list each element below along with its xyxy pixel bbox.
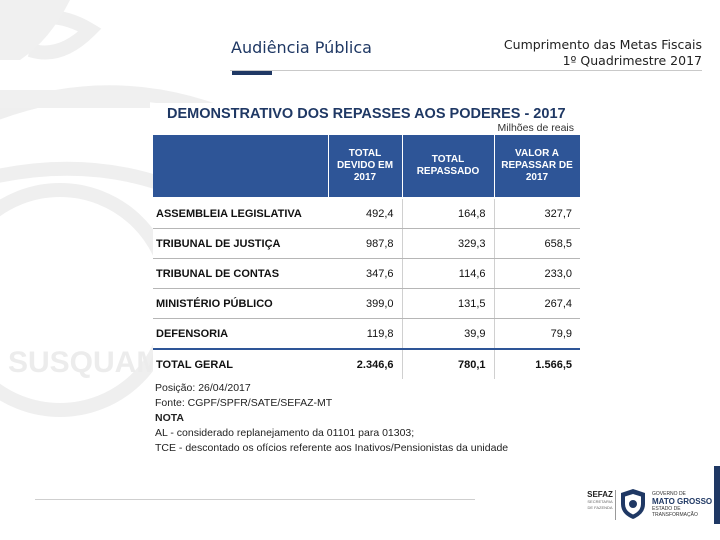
table-row: TRIBUNAL DE JUSTIÇA 987,8 329,3 658,5 xyxy=(153,228,580,259)
cell-total-due: 492,4 xyxy=(328,198,402,229)
title-accent-bar xyxy=(232,71,272,75)
gov-state-name: MATO GROSSO xyxy=(652,497,713,506)
table-row: DEFENSORIA 119,8 39,9 79,9 xyxy=(153,318,580,350)
position-date: Posição: 26/04/2017 xyxy=(155,382,251,394)
column-header-total-due: TOTAL DEVIDO EM 2017 xyxy=(328,135,403,199)
gov-slogan: ESTADO DE TRANSFORMAÇÃO xyxy=(652,506,698,518)
sefaz-logo: SEFAZ SECRETARIA DE FAZENDA xyxy=(585,490,615,511)
table-header-row: TOTAL DEVIDO EM 2017 TOTAL REPASSADO VAL… xyxy=(153,135,580,199)
note-heading: NOTA xyxy=(155,412,184,424)
transfers-table: TOTAL DEVIDO EM 2017 TOTAL REPASSADO VAL… xyxy=(153,135,580,379)
cell-transferred: 164,8 xyxy=(401,198,494,229)
total-to-transfer: 1.566,5 xyxy=(493,348,580,379)
row-label: ASSEMBLEIA LEGISLATIVA xyxy=(153,198,328,229)
column-header-to-transfer: VALOR A REPASSAR DE 2017 xyxy=(494,135,580,199)
edge-accent-bar xyxy=(714,466,720,524)
cell-to-transfer: 233,0 xyxy=(493,258,580,289)
cell-transferred: 39,9 xyxy=(401,318,494,350)
cell-total-due: 119,8 xyxy=(328,318,402,350)
slide-title: Audiência Pública xyxy=(231,38,372,57)
cell-total-due: 399,0 xyxy=(328,288,402,319)
cell-transferred: 114,6 xyxy=(401,258,494,289)
table-row: ASSEMBLEIA LEGISLATIVA 492,4 164,8 327,7 xyxy=(153,198,580,229)
cell-transferred: 329,3 xyxy=(401,228,494,259)
column-header-transferred: TOTAL REPASSADO xyxy=(402,135,495,199)
units-label: Milhões de reais xyxy=(497,122,574,134)
total-row: TOTAL GERAL 2.346,6 780,1 1.566,5 xyxy=(153,348,580,379)
cell-to-transfer: 267,4 xyxy=(493,288,580,319)
cell-total-due: 347,6 xyxy=(328,258,402,289)
column-header-entity xyxy=(153,135,329,199)
row-label: TRIBUNAL DE CONTAS xyxy=(153,258,328,289)
report-title: DEMONSTRATIVO DOS REPASSES AOS PODERES -… xyxy=(167,106,566,122)
footer-logo-divider xyxy=(615,490,616,520)
note-tce: TCE - descontado os ofícios referente ao… xyxy=(155,442,509,452)
cell-to-transfer: 658,5 xyxy=(493,228,580,259)
title-divider xyxy=(230,70,702,71)
header-subject: Cumprimento das Metas Fiscais xyxy=(503,37,702,52)
row-label: MINISTÉRIO PÚBLICO xyxy=(153,288,328,319)
table-row: MINISTÉRIO PÚBLICO 399,0 131,5 267,4 xyxy=(153,288,580,319)
footer-divider xyxy=(35,499,475,500)
source-line: Fonte: CGPF/SPFR/SATE/SEFAZ-MT xyxy=(155,397,333,409)
total-due: 2.346,6 xyxy=(328,348,402,379)
note-al: AL - considerado replanejamento da 01101… xyxy=(155,427,415,439)
cell-total-due: 987,8 xyxy=(328,228,402,259)
cell-to-transfer: 327,7 xyxy=(493,198,580,229)
report-notes: Posição: 26/04/2017 Fonte: CGPF/SPFR/SAT… xyxy=(155,381,508,452)
slide-header: Cumprimento das Metas Fiscais 1º Quadrim… xyxy=(504,37,702,69)
row-label: TRIBUNAL DE JUSTIÇA xyxy=(153,228,328,259)
header-period: 1º Quadrimestre 2017 xyxy=(562,53,702,68)
total-transferred: 780,1 xyxy=(401,348,494,379)
government-logo-text: GOVERNO DE MATO GROSSO ESTADO DE TRANSFO… xyxy=(652,491,720,518)
total-label: TOTAL GERAL xyxy=(153,348,328,379)
sefaz-logo-subtitle: SECRETARIA DE FAZENDA xyxy=(587,499,613,510)
cell-to-transfer: 79,9 xyxy=(493,318,580,350)
transfers-report-image: DEMONSTRATIVO DOS REPASSES AOS PODERES -… xyxy=(153,103,580,452)
watermark-text: SUSQUAM xyxy=(8,346,161,379)
cell-transferred: 131,5 xyxy=(401,288,494,319)
table-row: TRIBUNAL DE CONTAS 347,6 114,6 233,0 xyxy=(153,258,580,289)
sefaz-logo-name: SEFAZ xyxy=(587,490,613,499)
row-label: DEFENSORIA xyxy=(153,318,328,350)
gov-line-1: GOVERNO DE xyxy=(652,491,686,497)
state-crest-icon xyxy=(621,489,645,519)
